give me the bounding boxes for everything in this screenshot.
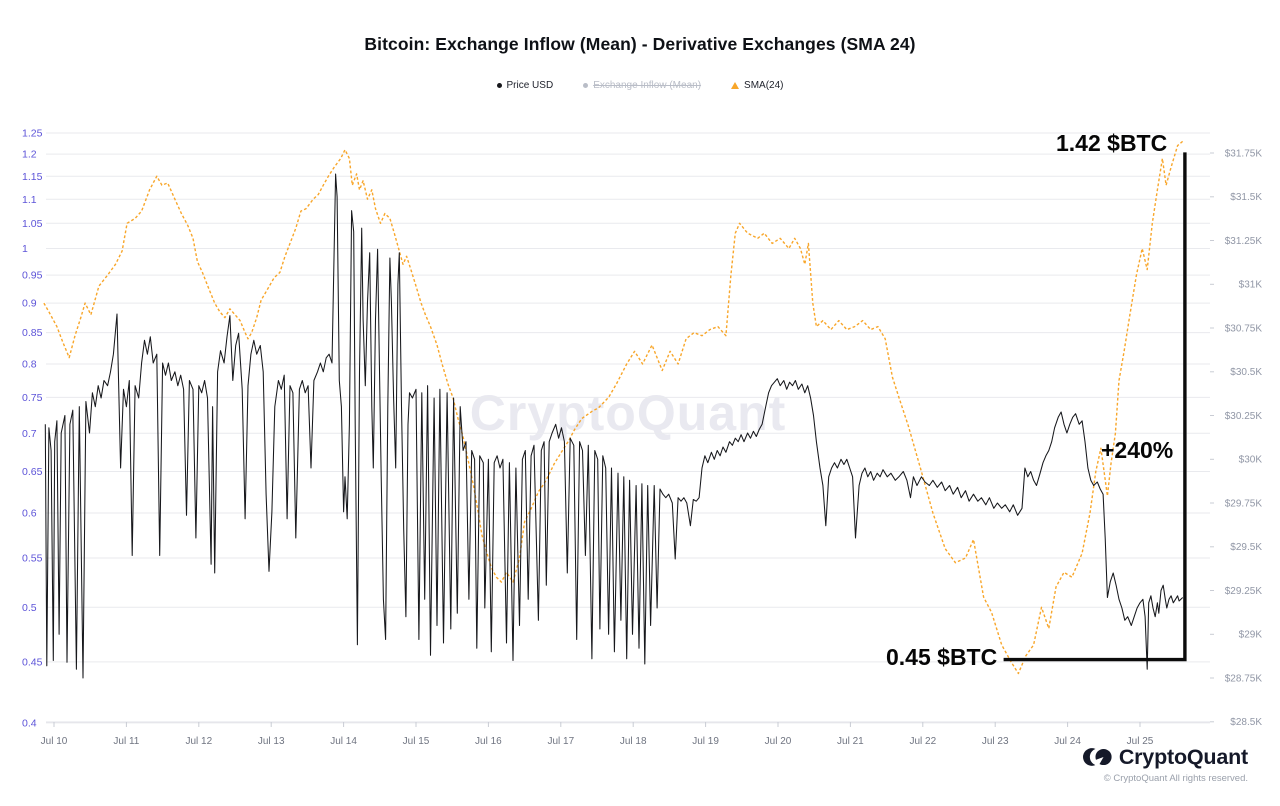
chart-title: Bitcoin: Exchange Inflow (Mean) - Deriva… [364,34,916,54]
left-axis-tick-label: 0.45 [22,657,43,669]
legend: Price USD Exchange Inflow (Mean) SMA(24) [0,80,1280,91]
left-axis-tick-label: 0.55 [22,553,43,565]
legend-item-price-usd[interactable]: Price USD [496,80,554,91]
left-axis-tick-label: 1 [22,243,28,255]
legend-item-exchange-inflow[interactable]: Exchange Inflow (Mean) [583,80,701,91]
x-axis-tick-label: Jul 24 [1054,736,1081,747]
legend-label: SMA(24) [744,80,784,91]
left-axis-tick-label: 0.7 [22,428,37,440]
right-axis-tick-label: $30.5K [1230,367,1262,378]
right-axis-tick-label: $31K [1239,280,1263,291]
x-axis-tick-label: Jul 13 [258,736,285,747]
left-axis-tick-label: 1.05 [22,218,43,230]
sma24-triangle-icon [731,82,740,89]
x-axis-tick-label: Jul 15 [403,736,430,747]
x-axis-tick-label: Jul 16 [475,736,502,747]
x-axis-tick-label: Jul 19 [692,736,719,747]
left-axis-tick-label: 0.65 [22,466,43,478]
legend-label: Exchange Inflow (Mean) [593,80,702,91]
legend-item-sma24[interactable]: SMA(24) [731,80,783,91]
left-axis-tick-label: 0.9 [22,298,37,310]
cryptoquant-watermark: CryptoQuant [469,385,787,441]
right-axis-tick-label: $30K [1239,455,1263,466]
x-axis-tick-label: Jul 12 [185,736,212,747]
left-axis-tick-label: 1.2 [22,149,37,161]
price-usd-dot-icon [496,83,502,88]
footer-copyright: © CryptoQuant All rights reserved. [1103,773,1248,784]
left-axis-tick-label: 1.1 [22,194,37,206]
footer-branding: CryptoQuant © CryptoQuant All rights res… [1082,744,1248,784]
right-axis-tick-label: $31.75K [1225,148,1263,159]
right-axis-tick-label: $29K [1239,630,1263,641]
cryptoquant-logo-icon [1082,748,1112,769]
x-axis-tick-label: Jul 10 [41,736,68,747]
x-axis-tick-label: Jul 11 [113,736,139,747]
right-axis-tick-label: $29.25K [1225,586,1263,597]
annotation-percent-change: +240% [1101,437,1174,463]
left-axis-tick-label: 1.25 [22,128,43,140]
right-axis-tick-label: $28.5K [1230,717,1262,728]
right-axis-tick-label: $29.75K [1225,498,1263,509]
exchange-inflow-dot-icon [583,83,589,88]
x-axis-tick-label: Jul 21 [837,736,864,747]
right-axis-tick-label: $28.75K [1225,673,1263,684]
x-axis-tick-label: Jul 14 [330,736,357,747]
left-axis-tick-label: 0.5 [22,602,37,614]
right-axis-tick-label: $31.5K [1230,192,1262,203]
x-axis-tick-label: Jul 22 [909,736,936,747]
left-axis-tick-label: 0.75 [22,392,43,404]
left-axis-tick-label: 1.15 [22,171,43,183]
x-axis-tick-label: Jul 18 [620,736,647,747]
left-axis-tick-label: 0.4 [22,718,37,730]
left-axis-tick-label: 0.85 [22,327,43,339]
left-axis-tick-label: 0.95 [22,270,43,282]
left-axis-tick-label: 0.8 [22,359,37,371]
annotation-high-value: 1.42 $BTC [1056,130,1168,156]
sma24-line-series [43,140,1184,675]
right-axis-tick-label: $30.25K [1225,411,1263,422]
left-axis-tick-label: 0.6 [22,508,37,520]
right-axis-tick-label: $29.5K [1230,542,1262,553]
x-axis-tick-label: Jul 17 [547,736,574,747]
annotation-low-value: 0.45 $BTC [886,644,998,670]
footer-brand-text: CryptoQuant [1118,744,1248,769]
legend-label: Price USD [506,80,554,91]
x-axis-tick-label: Jul 25 [1127,736,1154,747]
x-axis-tick-label: Jul 20 [765,736,792,747]
right-axis-tick-label: $31.25K [1225,236,1263,247]
right-axis-tick-label: $30.75K [1225,323,1263,334]
x-axis-tick-label: Jul 23 [982,736,1009,747]
range-bracket-annotation [1003,152,1187,662]
price-usd-line-series [44,173,1184,679]
